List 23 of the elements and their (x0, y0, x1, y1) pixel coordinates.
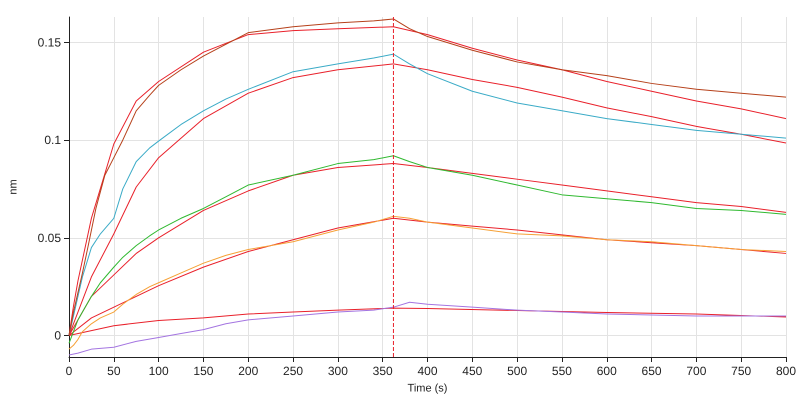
y-tick-label: 0.05 (38, 230, 62, 245)
x-tick-label: 200 (238, 364, 259, 378)
y-axis-title: nm (8, 179, 20, 195)
x-tick-label: 150 (193, 364, 214, 378)
x-tick-label: 400 (417, 364, 438, 378)
y-tick-label: 0.1 (44, 133, 62, 148)
x-tick-label: 750 (731, 364, 752, 378)
x-tick-label: 350 (372, 364, 394, 378)
x-tick-label: 250 (283, 364, 304, 378)
x-tick-label: 700 (686, 364, 707, 378)
x-tick-label: 650 (642, 364, 662, 378)
x-tick-label: 500 (507, 364, 528, 378)
x-tick-label: 600 (596, 364, 618, 378)
x-axis-title: Time (s) (408, 382, 448, 394)
x-tick-label: 50 (107, 364, 121, 378)
x-tick-label: 0 (66, 364, 73, 378)
x-tick-label: 450 (462, 364, 483, 378)
x-tick-label: 550 (552, 364, 572, 378)
y-tick-label: 0 (54, 328, 62, 343)
x-tick-label: 100 (148, 364, 169, 378)
x-tick-label: 800 (776, 364, 796, 378)
x-tick-label: 300 (328, 364, 348, 378)
y-tick-label: 0.15 (38, 35, 62, 50)
